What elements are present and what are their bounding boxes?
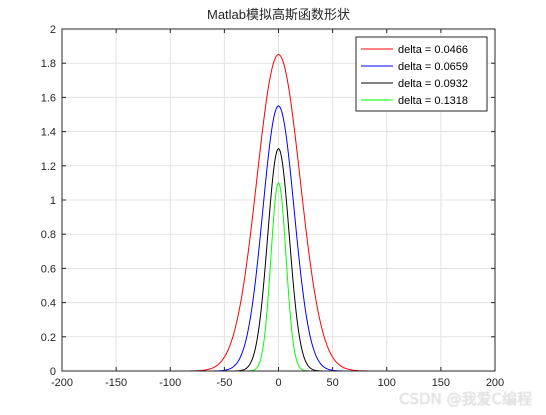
x-tick-label: -200 [51,377,73,389]
legend-label: delta = 0.0659 [398,61,468,73]
y-tick-label: 2 [50,24,56,36]
x-tick-label: 150 [432,377,450,389]
x-tick-label: -100 [159,377,181,389]
y-tick-label: 1.6 [41,92,56,104]
x-tick-label: 50 [327,377,339,389]
y-tick-label: 1.8 [41,58,56,70]
y-tick-label: 1 [50,195,56,207]
y-tick-label: 0.4 [41,298,56,310]
legend-label: delta = 0.0466 [398,44,468,56]
y-tick-label: 0.6 [41,263,56,275]
y-tick-label: 1.4 [41,127,56,139]
watermark: CSDN @我爱C编程 [398,390,532,408]
y-tick-label: 0 [50,366,56,378]
x-tick-label: -50 [216,377,232,389]
legend: delta = 0.0466 delta = 0.0659 delta = 0.09… [355,36,488,112]
x-tick-label: 100 [378,377,396,389]
legend-label: delta = 0.0932 [398,78,468,90]
ticks: -200 -150 -100 -50 0 50 100 150 200 0 0.2 0.4 0.6 0.8… [41,24,504,389]
legend-label: delta = 0.1318 [398,95,468,107]
grid [61,28,496,372]
y-tick-label: 0.8 [41,229,56,241]
x-tick-label: -150 [105,377,127,389]
y-tick-label: 1.2 [41,161,56,173]
x-tick-label: 0 [275,377,281,389]
x-tick-label: 200 [486,377,504,389]
y-tick-label: 0.2 [41,332,56,344]
chart-title: Matlab模拟高斯函数形状 [207,7,350,22]
